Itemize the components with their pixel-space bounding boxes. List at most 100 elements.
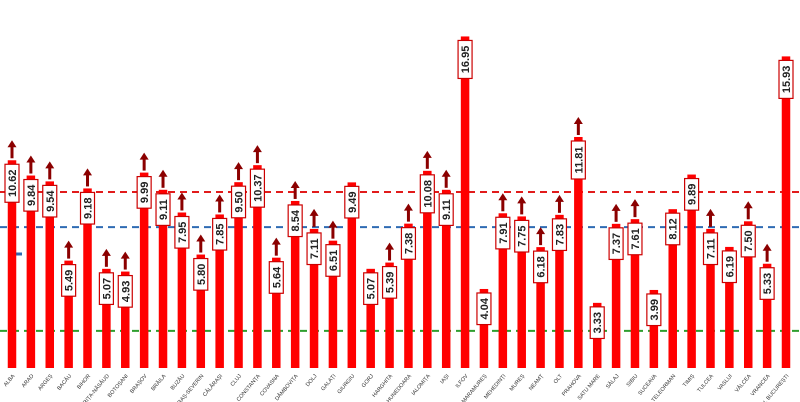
trend-arrow-icon [441, 169, 451, 188]
value-label: 3.33 [589, 306, 605, 340]
x-tick-label: SIBIU [626, 373, 640, 388]
svg-text:8.54: 8.54 [290, 209, 302, 231]
bar [743, 221, 753, 368]
svg-text:15.93: 15.93 [781, 66, 793, 94]
x-tick-label: GALAȚI [320, 373, 337, 392]
value-label: 7.91 [495, 216, 511, 250]
bar [215, 214, 224, 368]
x-tick-labels-group: ALBA ARAD ARGEȘ BACĂU BIHORBISTRIȚA-NĂSĂUDBO… [3, 372, 791, 402]
svg-text:7.38: 7.38 [403, 233, 415, 254]
value-label: 8.54 [287, 204, 303, 238]
trend-arrow-icon [45, 161, 55, 180]
value-label: 6.19 [721, 250, 737, 284]
trend-arrow-icon [611, 203, 621, 222]
trend-arrow-icon [83, 168, 93, 187]
value-label: 7.95 [174, 215, 190, 249]
trend-arrow-icon [120, 251, 130, 270]
value-label: 7.11 [702, 232, 719, 266]
trend-arrow-icon [177, 192, 187, 211]
svg-text:3.99: 3.99 [649, 299, 661, 320]
trend-arrow-icon [252, 145, 262, 164]
trend-arrow-icon [158, 169, 168, 188]
value-label: 10.08 [419, 174, 435, 214]
x-tick-label: ARGEȘ [37, 373, 54, 392]
bar [762, 263, 772, 368]
value-label: 7.83 [551, 218, 568, 252]
bar [555, 214, 564, 368]
trend-arrow-icon [309, 208, 319, 227]
value-label: 7.37 [608, 227, 624, 261]
value-label: 9.84 [23, 178, 39, 212]
svg-text:10.62: 10.62 [7, 170, 19, 198]
trend-arrow-icon [271, 237, 281, 256]
bars-group [7, 36, 791, 369]
svg-text:5.49: 5.49 [64, 270, 76, 291]
x-tick-label: BIHOR [76, 373, 92, 390]
bar [668, 209, 677, 368]
x-tick-label: BACĂU [56, 373, 74, 392]
svg-text:4.93: 4.93 [120, 281, 132, 302]
bar [253, 165, 262, 368]
x-tick-label: BRĂILA [150, 373, 168, 393]
trend-arrow-icon [762, 243, 772, 262]
bar [574, 136, 583, 368]
x-tick-label: VÂLCEA [733, 373, 753, 394]
value-label: 4.93 [117, 274, 133, 308]
x-tick-label: GORJ [361, 373, 376, 389]
value-label: 5.07 [98, 272, 114, 306]
value-label: 5.07 [363, 272, 379, 306]
x-tick-label: VASLUI [717, 373, 734, 392]
svg-text:5.39: 5.39 [385, 272, 397, 293]
x-tick-label: ARAD [21, 373, 35, 389]
svg-text:10.08: 10.08 [422, 180, 434, 208]
value-label: 11.81 [570, 140, 586, 180]
svg-text:9.89: 9.89 [687, 184, 699, 205]
value-label: 7.85 [212, 217, 228, 251]
trend-arrow-icon [705, 208, 715, 227]
bar [83, 188, 92, 368]
svg-text:16.95: 16.95 [460, 46, 472, 74]
bar [649, 289, 659, 368]
x-tick-label: CĂLĂRAȘI [201, 372, 224, 398]
x-tick-label: NEAMȚ [528, 373, 545, 392]
trend-arrow-icon [536, 227, 546, 246]
bar [423, 170, 432, 368]
bar [460, 36, 470, 368]
bar [177, 212, 187, 368]
value-label: 6.18 [532, 250, 549, 284]
svg-text:10.37: 10.37 [252, 174, 264, 202]
svg-text:6.51: 6.51 [328, 250, 340, 271]
value-label: 15.93 [778, 59, 794, 100]
value-label: 10.62 [4, 163, 20, 203]
trend-arrow-icon [196, 234, 206, 253]
svg-text:7.11: 7.11 [309, 238, 321, 259]
value-label: 9.18 [79, 191, 96, 225]
bar [611, 223, 621, 368]
bar [385, 262, 394, 368]
value-label: 9.11 [438, 193, 454, 227]
value-label: 5.39 [381, 265, 398, 299]
svg-text:5.07: 5.07 [366, 278, 378, 299]
svg-text:9.18: 9.18 [83, 198, 95, 219]
svg-text:9.54: 9.54 [45, 190, 57, 212]
x-tick-label: ALBA [3, 373, 17, 388]
value-label: 5.64 [268, 261, 284, 294]
bar [290, 200, 300, 368]
trend-arrow-icon [328, 220, 338, 239]
bar [630, 219, 640, 368]
trend-arrow-icon [743, 201, 753, 220]
value-label: 7.11 [306, 232, 322, 266]
trend-arrow-icon [554, 194, 564, 213]
value-label: 9.89 [684, 177, 700, 211]
value-label: 5.49 [61, 264, 77, 297]
bar [441, 189, 451, 368]
bar [479, 288, 489, 368]
svg-text:11.81: 11.81 [573, 147, 585, 174]
trend-arrow-icon [422, 150, 432, 169]
bar [309, 228, 319, 368]
x-tick-label: MUREȘ [509, 373, 527, 392]
trend-arrow-icon [215, 194, 225, 213]
bar [536, 247, 545, 368]
svg-text:7.95: 7.95 [177, 222, 189, 243]
x-tick-label: IALOMIȚA [411, 373, 432, 397]
